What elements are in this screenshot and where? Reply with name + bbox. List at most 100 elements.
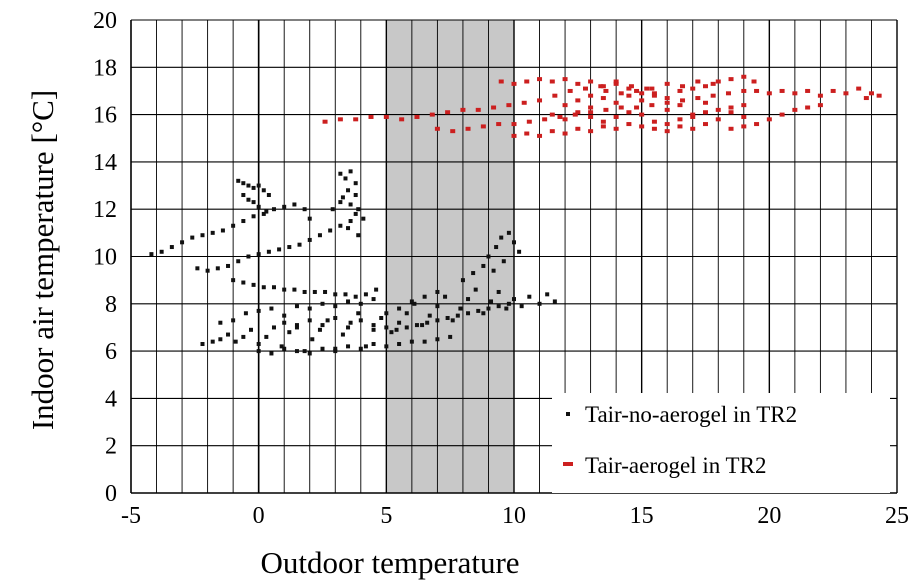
data-points: [149, 74, 882, 356]
data-point: [499, 235, 504, 240]
data-point: [725, 91, 731, 96]
data-point: [817, 93, 823, 98]
data-point: [241, 181, 246, 186]
data-point: [443, 294, 448, 299]
data-point: [251, 200, 256, 205]
data-point: [728, 77, 734, 82]
data-point: [545, 292, 550, 297]
data-point: [680, 98, 686, 103]
y-tick-label: 0: [105, 481, 117, 507]
data-point: [292, 202, 297, 207]
data-point: [287, 330, 292, 335]
data-point: [371, 323, 376, 328]
data-point: [325, 318, 330, 323]
data-point: [460, 278, 465, 283]
data-point: [346, 344, 351, 349]
data-point: [353, 294, 358, 299]
data-point: [562, 103, 568, 108]
data-point: [358, 346, 363, 351]
data-point: [338, 171, 343, 176]
data-point: [236, 259, 241, 264]
data-point: [710, 93, 716, 98]
data-point: [323, 289, 328, 294]
data-point: [271, 207, 276, 212]
data-point: [779, 88, 785, 93]
data-point: [251, 282, 256, 287]
data-point: [450, 318, 455, 323]
data-point: [266, 193, 271, 198]
data-point: [703, 110, 708, 115]
data-point: [517, 249, 522, 254]
data-point: [537, 301, 542, 306]
data-point: [264, 334, 269, 339]
data-point: [600, 124, 606, 129]
data-point: [243, 311, 248, 316]
data-point: [348, 219, 353, 224]
data-point: [159, 249, 164, 254]
x-tick-label: 10: [502, 503, 526, 529]
data-point: [575, 81, 581, 86]
data-point: [613, 126, 619, 131]
data-point: [397, 342, 402, 347]
data-point: [549, 112, 555, 117]
data-point: [246, 197, 251, 202]
data-point: [703, 122, 708, 127]
data-point: [322, 119, 328, 124]
data-point: [603, 88, 609, 93]
data-point: [476, 308, 481, 313]
data-point: [256, 349, 261, 354]
data-point: [371, 342, 376, 347]
data-point: [506, 103, 512, 108]
data-point: [338, 223, 343, 228]
data-point: [512, 297, 516, 302]
data-point: [210, 339, 215, 344]
data-point: [353, 181, 358, 186]
data-point: [792, 107, 798, 112]
data-point: [282, 204, 287, 209]
data-point: [346, 188, 351, 193]
data-point: [333, 304, 338, 309]
data-point: [337, 117, 343, 122]
data-point: [634, 105, 640, 110]
data-point: [766, 91, 772, 96]
legend: Tair-no-aerogel in TR2 Tair-aerogel in T…: [552, 393, 890, 493]
data-point: [639, 112, 645, 117]
data-point: [302, 349, 307, 354]
data-point: [404, 311, 409, 316]
data-point: [448, 334, 453, 339]
data-point: [348, 202, 353, 207]
data-point: [542, 117, 548, 122]
data-point: [600, 96, 606, 101]
data-point: [363, 344, 368, 349]
data-point: [588, 105, 594, 110]
data-point: [317, 327, 322, 332]
data-point: [626, 110, 632, 115]
data-point: [287, 245, 292, 250]
y-tick-label: 8: [105, 292, 117, 318]
data-point: [512, 240, 516, 245]
data-point: [557, 114, 563, 119]
y-tick-label: 10: [93, 245, 117, 271]
data-point: [649, 103, 655, 108]
legend-marker-no-aerogel: [566, 412, 570, 416]
data-point: [271, 285, 276, 290]
data-point: [575, 98, 581, 103]
data-point: [343, 176, 348, 181]
data-point: [588, 114, 594, 119]
data-point: [292, 287, 297, 292]
data-point: [358, 318, 363, 323]
data-point: [246, 183, 251, 188]
data-point: [249, 327, 254, 332]
data-point: [333, 292, 338, 297]
data-point: [149, 252, 154, 257]
data-point: [603, 107, 609, 112]
data-point: [231, 223, 236, 228]
data-point: [353, 117, 359, 122]
data-point: [598, 84, 604, 89]
data-point: [294, 304, 299, 309]
data-point: [506, 301, 511, 306]
data-point: [261, 285, 266, 290]
data-point: [195, 266, 200, 271]
data-point: [715, 107, 721, 112]
data-point: [236, 178, 241, 183]
